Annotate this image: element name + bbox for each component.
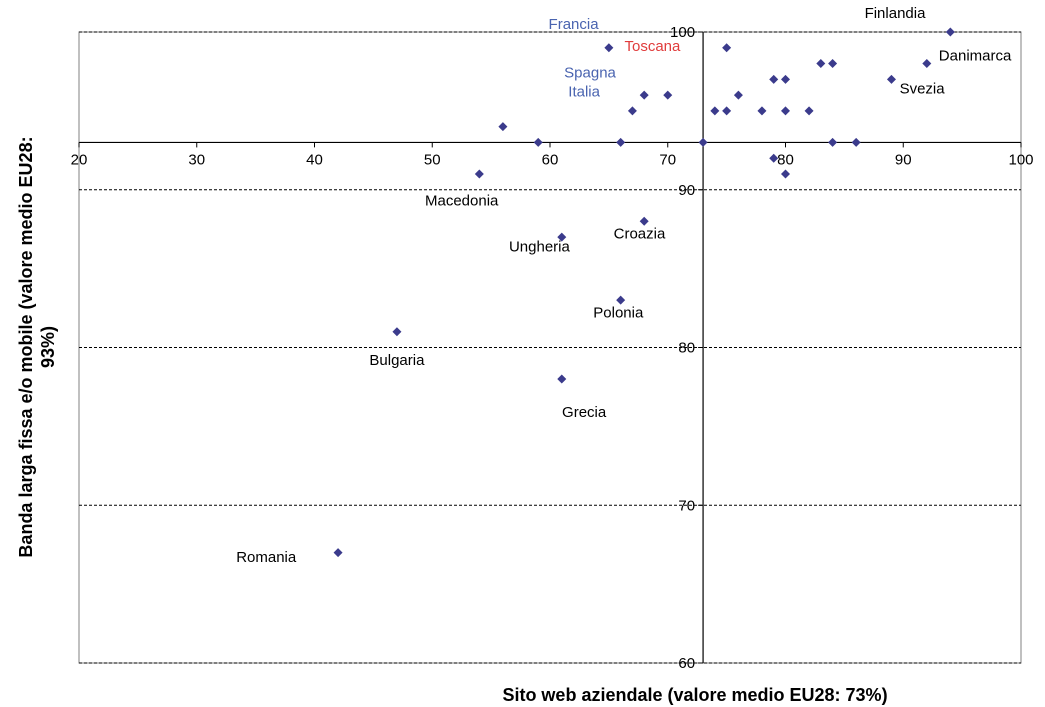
- point-label: Ungheria: [509, 238, 571, 255]
- data-point: [886, 74, 896, 84]
- x-tick-label: 100: [1008, 151, 1033, 168]
- point-label: Francia: [549, 16, 600, 33]
- y-tick-label: 70: [678, 497, 695, 514]
- data-point: [828, 59, 838, 69]
- point-label: Spagna: [564, 65, 616, 82]
- point-label: Macedonia: [425, 193, 499, 210]
- y-tick-label: 90: [678, 182, 695, 199]
- data-point: [816, 59, 826, 69]
- data-point: [781, 74, 790, 84]
- y-tick-label: 80: [678, 340, 695, 357]
- y-tick-label: 100: [670, 24, 695, 41]
- data-point: [828, 137, 838, 147]
- x-tick-label: 90: [895, 151, 912, 168]
- data-point: [639, 90, 649, 100]
- x-axis-title: Sito web aziendale (valore medio EU28: 7…: [502, 685, 887, 705]
- data-point: [616, 295, 626, 305]
- point-label: Svezia: [900, 81, 946, 98]
- data-point: [804, 106, 814, 116]
- gridlines: [79, 31, 1021, 664]
- x-tick-label: 30: [188, 151, 205, 168]
- data-point: [851, 137, 861, 147]
- data-point: [710, 106, 720, 116]
- data-point: [639, 216, 649, 226]
- data-point: [769, 74, 779, 84]
- point-label: Polonia: [593, 305, 644, 322]
- data-point: [781, 169, 790, 179]
- data-point: [616, 137, 626, 147]
- x-tick-label: 40: [306, 151, 323, 168]
- data-point: [627, 106, 637, 116]
- data-point: [722, 43, 732, 53]
- data-point: [781, 106, 790, 116]
- data-point: [557, 374, 567, 384]
- point-labels: Finlandia Danimarca Svezia Francia Toscana Sp…: [236, 5, 1012, 566]
- tick-labels: 20 30 40 50 60 70 80 90 100 60 70 80 90 100: [71, 24, 1034, 672]
- x-tick-label: 70: [659, 151, 676, 168]
- point-label: Bulgaria: [369, 352, 425, 369]
- data-point: [533, 137, 543, 147]
- point-label: Finlandia: [865, 5, 927, 22]
- y-axis-title: Banda larga fissa e/o mobile (valore med…: [16, 136, 58, 557]
- point-label: Romania: [236, 549, 297, 566]
- data-point: [922, 59, 932, 69]
- data-point: [474, 169, 484, 179]
- point-label: Croazia: [614, 226, 666, 243]
- data-point: [769, 153, 779, 163]
- data-point: [757, 106, 767, 116]
- data-point: [333, 548, 343, 558]
- data-point: [498, 122, 508, 132]
- data-point: [733, 90, 743, 100]
- x-tick-label: 60: [542, 151, 559, 168]
- data-point: [604, 43, 614, 53]
- data-point: [945, 27, 955, 37]
- data-point: [663, 90, 673, 100]
- x-tick-label: 50: [424, 151, 441, 168]
- x-tick-label: 20: [71, 151, 88, 168]
- point-label: Grecia: [562, 404, 607, 421]
- data-point: [698, 137, 708, 147]
- point-label: Toscana: [625, 38, 682, 55]
- data-points: [333, 27, 955, 558]
- y-tick-label: 60: [678, 655, 695, 672]
- point-label: Danimarca: [939, 47, 1012, 64]
- data-point: [557, 232, 567, 242]
- data-point: [392, 327, 402, 337]
- x-tick-label: 80: [777, 151, 794, 168]
- data-point: [722, 106, 732, 116]
- point-label: Italia: [568, 84, 600, 101]
